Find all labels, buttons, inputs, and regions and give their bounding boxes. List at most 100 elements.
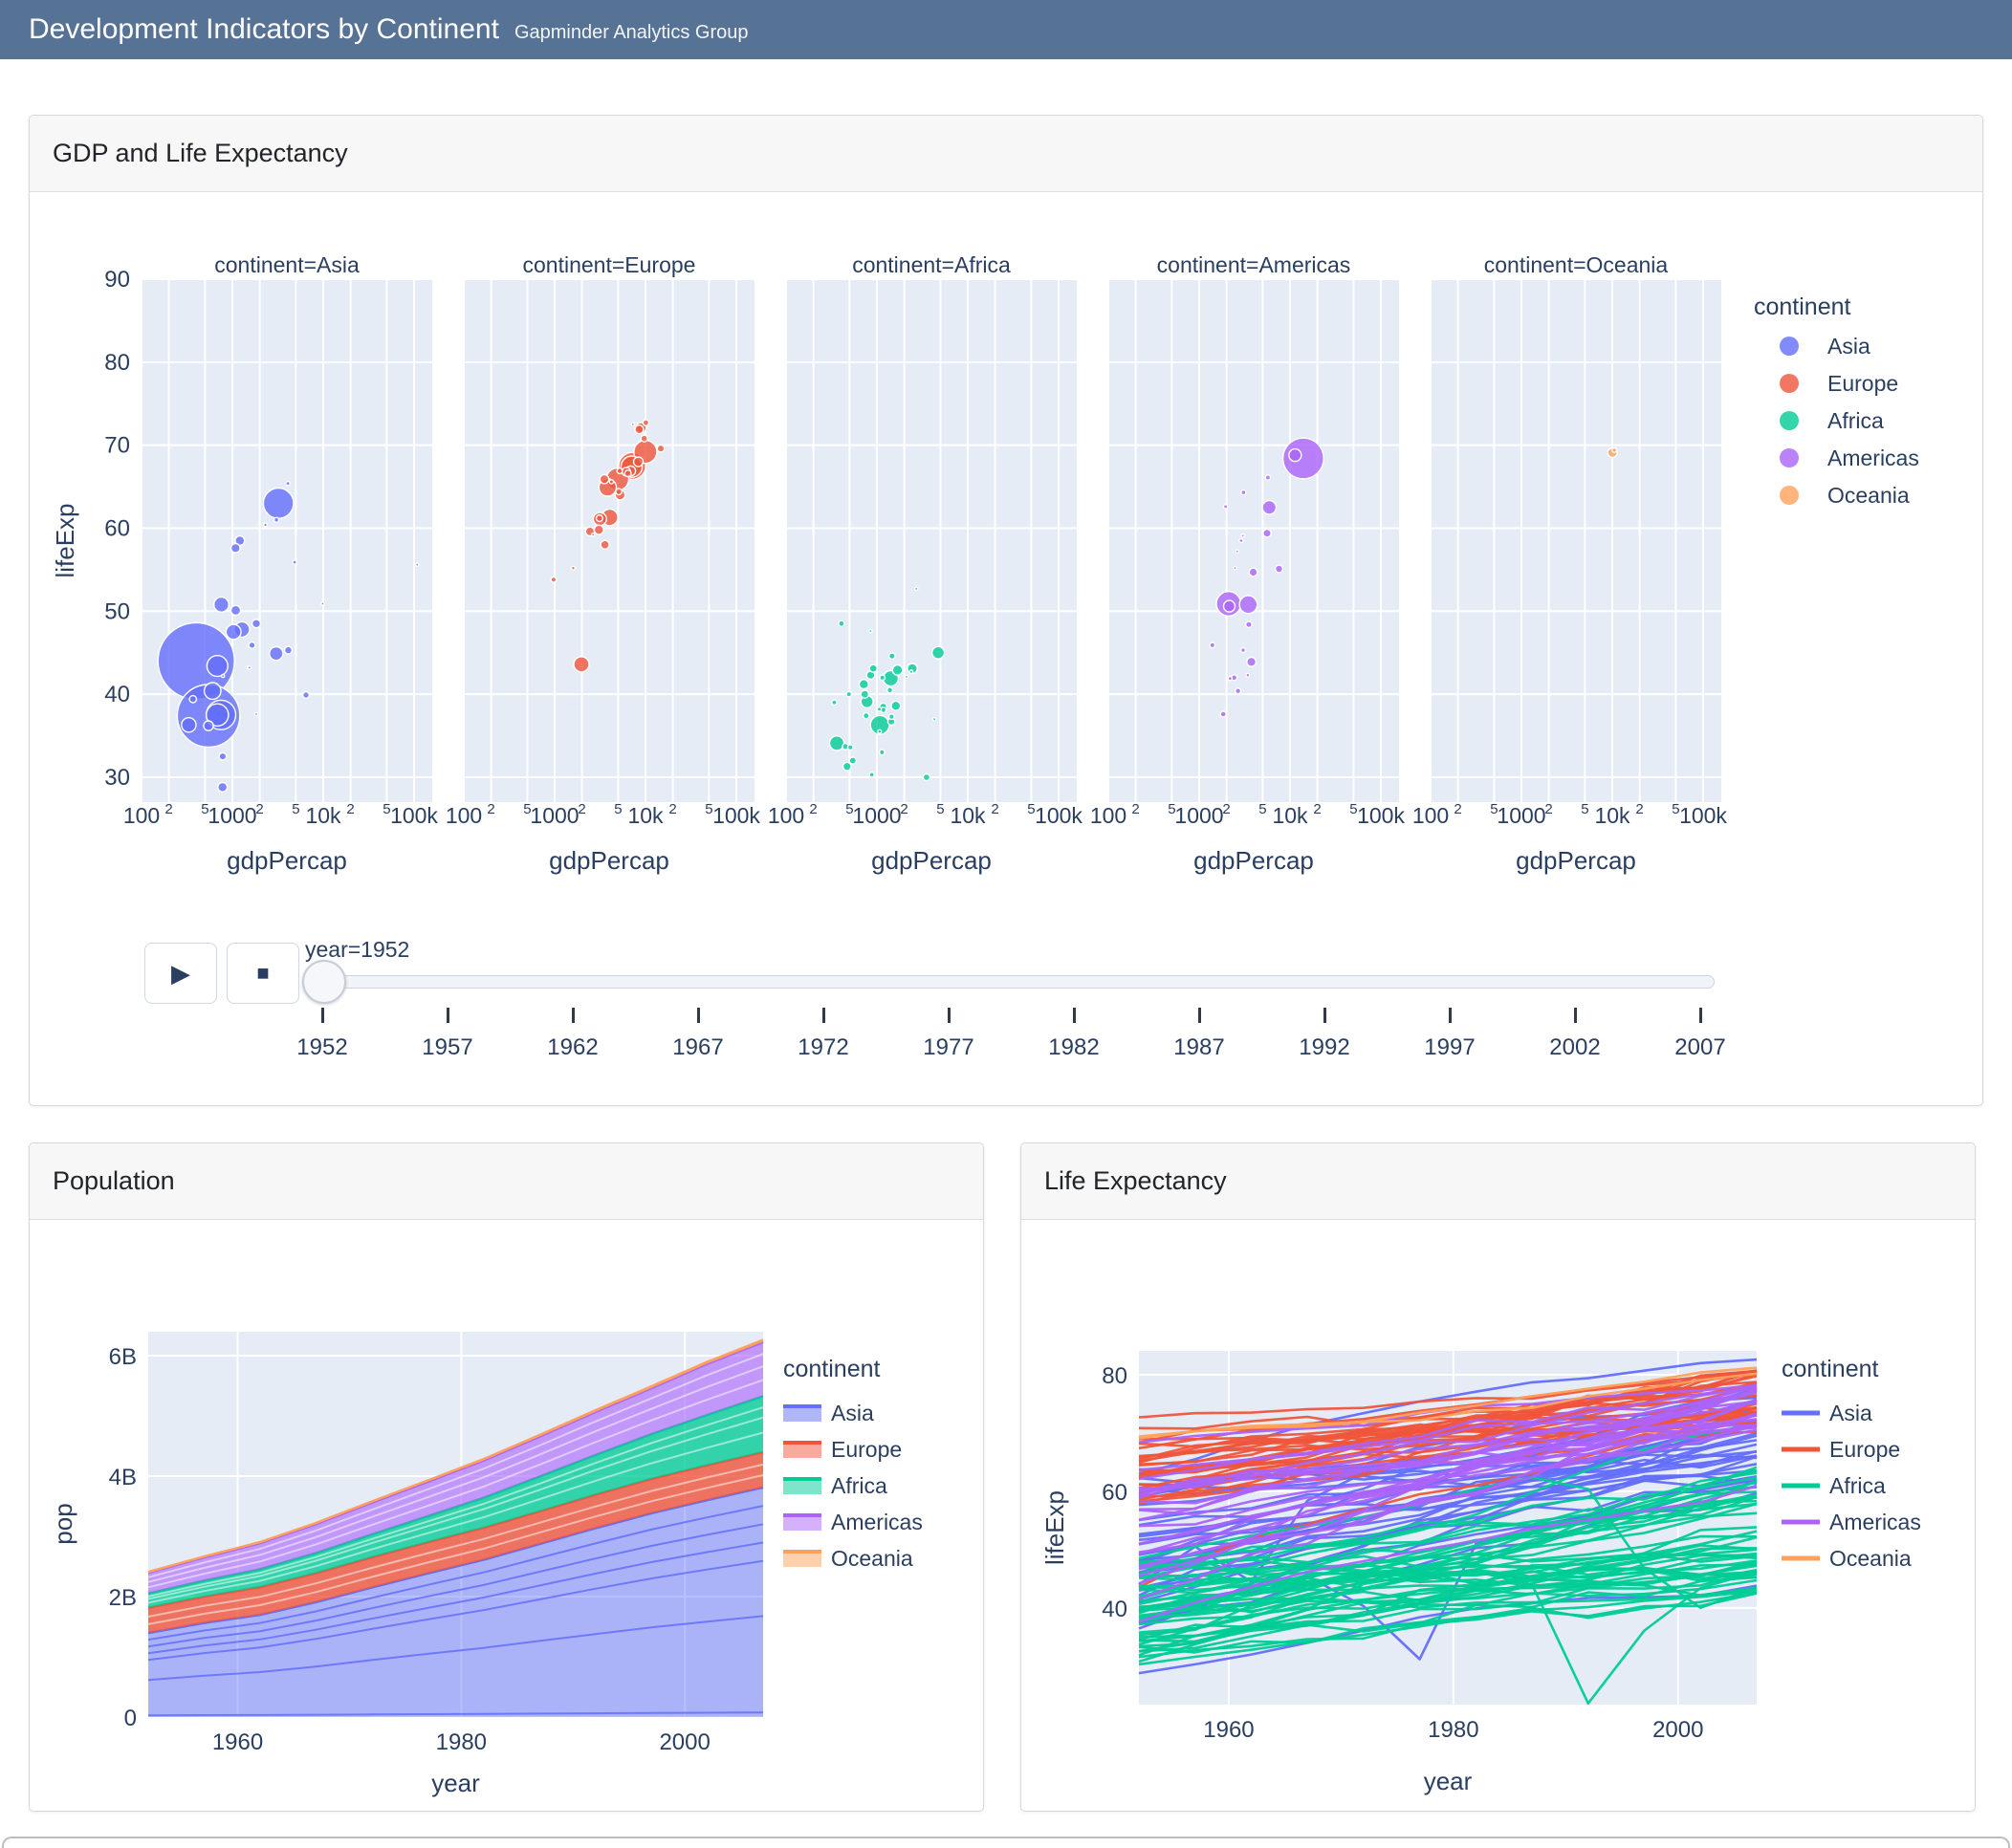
country-line[interactable]	[1138, 1548, 1758, 1579]
scatter-point[interactable]	[1245, 620, 1253, 629]
scatter-point[interactable]	[879, 674, 886, 682]
scatter-point[interactable]	[890, 700, 902, 711]
scatter-point[interactable]	[247, 664, 252, 670]
scatter-point[interactable]	[230, 542, 241, 554]
country-line[interactable]	[1138, 1560, 1758, 1626]
scatter-point[interactable]	[251, 619, 262, 629]
legend-item-europe[interactable]: Europe	[1782, 1437, 1900, 1462]
scatter-point[interactable]	[858, 679, 869, 690]
year-slider-handle[interactable]	[302, 960, 346, 1004]
scatter-point[interactable]	[623, 469, 632, 478]
plot-area[interactable]	[464, 279, 754, 802]
scatter-point[interactable]	[931, 716, 937, 722]
area-band-europe[interactable]	[147, 1450, 764, 1634]
scatter-point[interactable]	[842, 761, 852, 772]
scatter-point[interactable]	[860, 689, 870, 699]
legend-item-africa[interactable]: Africa	[1780, 408, 1884, 433]
scatter-point[interactable]	[877, 728, 883, 734]
country-line[interactable]	[1138, 1559, 1758, 1595]
scatter-point[interactable]	[887, 652, 896, 661]
scatter-point[interactable]	[230, 604, 242, 617]
scatter-point[interactable]	[922, 772, 931, 782]
scatter-point[interactable]	[1262, 528, 1272, 538]
scatter-point[interactable]	[1222, 504, 1229, 510]
country-line[interactable]	[1138, 1372, 1758, 1419]
scatter-point[interactable]	[593, 524, 604, 535]
scatter-point[interactable]	[1264, 474, 1272, 481]
scatter-point[interactable]	[253, 711, 259, 717]
scatter-point[interactable]	[904, 674, 909, 680]
area-band-oceania[interactable]	[147, 1338, 764, 1574]
scatter-point[interactable]	[283, 645, 294, 655]
scatter-point[interactable]	[630, 422, 636, 427]
scatter-point[interactable]	[570, 565, 576, 571]
scatter-point[interactable]	[886, 686, 894, 694]
scatter-point[interactable]	[838, 620, 845, 627]
scatter-point[interactable]	[217, 781, 229, 794]
scatter-point[interactable]	[203, 720, 214, 731]
scatter-point[interactable]	[590, 533, 596, 537]
scatter-point[interactable]	[414, 562, 420, 568]
scatter-point[interactable]	[206, 655, 229, 678]
slider-tick-label[interactable]: 1987	[1173, 1034, 1225, 1060]
scatter-point[interactable]	[1245, 672, 1251, 678]
scatter-point[interactable]	[573, 656, 590, 673]
scatter-point[interactable]	[1611, 446, 1618, 453]
scatter-point[interactable]	[285, 480, 291, 487]
scatter-point[interactable]	[656, 444, 666, 453]
country-line[interactable]	[1138, 1389, 1758, 1481]
country-line[interactable]	[1138, 1495, 1758, 1620]
country-line[interactable]	[1138, 1412, 1758, 1571]
legend-item-europe[interactable]: Europe	[783, 1437, 902, 1462]
country-line[interactable]	[1138, 1530, 1758, 1641]
scatter-point[interactable]	[616, 467, 623, 475]
scatter-point[interactable]	[205, 703, 230, 728]
scatter-point[interactable]	[1235, 549, 1240, 554]
slider-tick-label[interactable]: 1977	[923, 1034, 974, 1060]
scatter-point[interactable]	[868, 628, 873, 634]
country-line[interactable]	[1138, 1426, 1758, 1505]
slider-tick-label[interactable]: 1997	[1424, 1034, 1476, 1060]
slider-tick-label[interactable]: 1952	[296, 1034, 348, 1060]
scatter-point[interactable]	[868, 772, 875, 778]
scatter-point[interactable]	[831, 699, 838, 707]
scatter-point[interactable]	[845, 690, 853, 698]
legend-item-asia[interactable]: Asia	[1780, 334, 1870, 359]
stop-button[interactable]: ■	[227, 943, 299, 1004]
slider-tick-label[interactable]: 1972	[798, 1034, 849, 1060]
scatter-point[interactable]	[1261, 499, 1278, 515]
legend-item-americas[interactable]: Americas	[783, 1510, 923, 1534]
country-line[interactable]	[1138, 1569, 1758, 1586]
slider-tick-label[interactable]: 1967	[672, 1034, 724, 1060]
country-line[interactable]	[1138, 1485, 1758, 1623]
scatter-point[interactable]	[248, 641, 256, 649]
scatter-point[interactable]	[263, 522, 269, 528]
scatter-point[interactable]	[868, 663, 878, 673]
legend-item-asia[interactable]: Asia	[783, 1401, 874, 1425]
country-line[interactable]	[1138, 1502, 1758, 1566]
country-line[interactable]	[1138, 1372, 1758, 1438]
scatter-point[interactable]	[878, 749, 886, 756]
scatter-point[interactable]	[1246, 656, 1258, 667]
play-button[interactable]: ▶	[144, 943, 217, 1004]
legend-item-oceania[interactable]: Oceania	[1782, 1546, 1912, 1571]
scatter-point[interactable]	[1281, 437, 1324, 480]
scatter-point[interactable]	[848, 756, 858, 765]
country-line[interactable]	[1138, 1428, 1758, 1528]
country-line[interactable]	[1138, 1578, 1758, 1612]
legend-item-americas[interactable]: Americas	[1780, 446, 1919, 470]
country-line[interactable]	[1138, 1384, 1758, 1521]
slider-tick-label[interactable]: 1962	[547, 1034, 599, 1060]
plot-area[interactable]	[786, 279, 1077, 802]
slider-tick-label[interactable]: 1992	[1299, 1034, 1350, 1060]
scatter-point[interactable]	[1219, 710, 1227, 718]
scatter-point[interactable]	[1240, 533, 1245, 538]
scatter-point[interactable]	[891, 663, 904, 676]
scatter-point[interactable]	[634, 424, 645, 435]
scatter-point[interactable]	[908, 669, 914, 675]
scatter-point[interactable]	[1234, 687, 1242, 695]
country-line[interactable]	[1138, 1570, 1758, 1706]
legend-item-oceania[interactable]: Oceania	[1780, 483, 1910, 508]
legend-item-oceania[interactable]: Oceania	[783, 1546, 913, 1571]
scatter-point[interactable]	[1274, 564, 1284, 574]
